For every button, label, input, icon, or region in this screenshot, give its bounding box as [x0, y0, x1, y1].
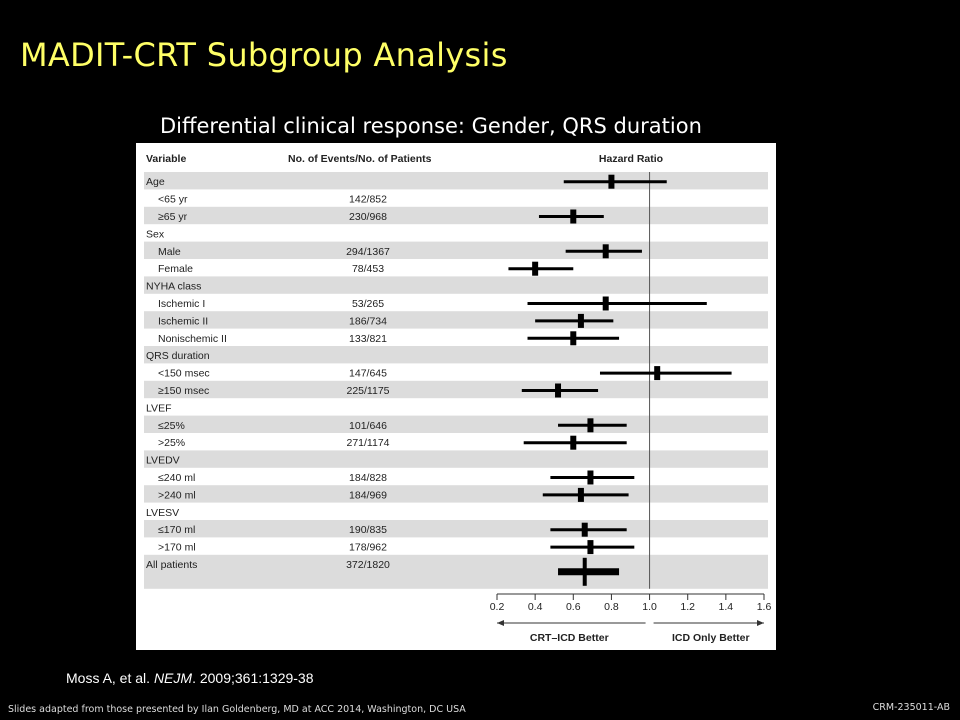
hazard-ratio-point — [654, 366, 661, 381]
citation: Moss A, et al. NEJM. 2009;361:1329-38 — [66, 670, 314, 686]
subgroup-label: Ischemic I — [158, 298, 205, 310]
right-direction-label: ICD Only Better — [672, 632, 750, 644]
row-band — [144, 346, 768, 364]
x-tick-label: 1.6 — [757, 601, 772, 613]
subgroup-heading: QRS duration — [146, 350, 210, 362]
column-header-variable: Variable — [146, 153, 186, 165]
events-value: 178/962 — [349, 542, 387, 554]
subgroup-heading: Age — [146, 176, 165, 188]
events-value: 294/1367 — [346, 246, 390, 258]
events-value: 78/453 — [352, 263, 384, 275]
row-band — [144, 311, 768, 329]
subgroup-label: Male — [158, 246, 181, 258]
x-tick-label: 1.2 — [680, 601, 695, 613]
x-tick-label: 1.4 — [719, 601, 734, 613]
x-tick-label: 1.0 — [642, 601, 657, 613]
hazard-ratio-point — [577, 313, 584, 328]
events-value: 133/821 — [349, 333, 387, 345]
events-value: 271/1174 — [346, 437, 389, 449]
document-code: CRM-235011-AB — [872, 702, 950, 713]
subgroup-label: Female — [158, 263, 193, 275]
x-tick-label: 0.4 — [528, 601, 543, 613]
subgroup-label: All patients — [146, 559, 197, 571]
events-value: 190/835 — [349, 524, 387, 536]
subgroup-label: ≥150 msec — [158, 385, 209, 397]
row-band — [144, 172, 768, 190]
events-value: 225/1175 — [346, 385, 389, 397]
hazard-ratio-point — [587, 540, 594, 555]
x-tick-label: 0.2 — [490, 601, 505, 613]
subgroup-label: >170 ml — [158, 542, 196, 554]
forest-plot: Variable No. of Events/No. of Patients Haz… — [144, 153, 772, 644]
hazard-ratio-point — [581, 522, 588, 537]
subgroup-label: >25% — [158, 437, 185, 449]
left-direction-label: CRT–ICD Better — [530, 632, 609, 644]
subgroup-label: ≥65 yr — [158, 211, 188, 223]
hazard-ratio-point — [582, 557, 587, 586]
events-value: 184/828 — [349, 472, 387, 484]
citation-journal: NEJM — [153, 670, 193, 686]
subgroup-label: <150 msec — [158, 368, 210, 380]
row-band — [144, 554, 768, 589]
left-arrow-head — [497, 620, 504, 626]
row-band — [144, 415, 768, 433]
row-band — [144, 450, 768, 468]
slide-title: MADIT-CRT Subgroup Analysis — [20, 36, 508, 74]
events-value: 147/645 — [349, 368, 387, 380]
subgroup-heading: Sex — [146, 228, 165, 240]
subgroup-heading: NYHA class — [146, 281, 201, 293]
column-header-events: No. of Events/No. of Patients — [288, 153, 432, 165]
subgroup-heading: LVESV — [146, 507, 179, 519]
row-band — [144, 380, 768, 399]
citation-authors: Moss A, et al. — [66, 670, 154, 686]
slide-subtitle: Differential clinical response: Gender, … — [160, 114, 702, 138]
events-value: 186/734 — [349, 315, 387, 327]
row-band — [144, 206, 768, 225]
citation-details: . 2009;361:1329-38 — [192, 670, 314, 686]
subgroup-label: ≤170 ml — [158, 524, 195, 536]
footer-note: Slides adapted from those presented by I… — [8, 704, 466, 715]
subgroup-label: >240 ml — [158, 489, 196, 501]
subgroup-label: Ischemic II — [158, 315, 208, 327]
hazard-ratio-point — [532, 261, 539, 276]
events-value: 142/852 — [349, 194, 387, 206]
hazard-ratio-point — [587, 470, 594, 485]
hazard-ratio-point — [570, 331, 577, 346]
row-band — [144, 276, 768, 294]
hazard-ratio-point — [602, 244, 609, 259]
row-band — [144, 241, 768, 259]
subgroup-heading: LVEF — [146, 402, 171, 414]
hazard-ratio-point — [577, 487, 584, 502]
row-band — [144, 520, 768, 538]
subgroup-label: ≤25% — [158, 420, 185, 432]
x-tick-label: 0.8 — [604, 601, 619, 613]
hazard-ratio-point — [602, 296, 609, 311]
hazard-ratio-point — [570, 209, 577, 224]
row-band — [144, 485, 768, 503]
events-value: 184/969 — [349, 489, 387, 501]
hazard-ratio-point — [555, 383, 562, 398]
events-value: 101/646 — [349, 420, 387, 432]
events-value: 53/265 — [352, 298, 384, 310]
x-tick-label: 0.6 — [566, 601, 581, 613]
subgroup-label: Nonischemic II — [158, 333, 227, 345]
column-header-hazard-ratio: Hazard Ratio — [599, 153, 663, 165]
right-arrow-head — [757, 620, 764, 626]
hazard-ratio-point — [587, 418, 594, 433]
subgroup-label: <65 yr — [158, 194, 188, 206]
subgroup-label: ≤240 ml — [158, 472, 195, 484]
subgroup-heading: LVEDV — [146, 455, 180, 467]
hazard-ratio-point — [608, 174, 615, 189]
events-value: 372/1820 — [346, 559, 390, 571]
hazard-ratio-point — [570, 435, 577, 450]
forest-plot-figure: Variable No. of Events/No. of Patients Haz… — [136, 143, 776, 650]
events-value: 230/968 — [349, 211, 387, 223]
